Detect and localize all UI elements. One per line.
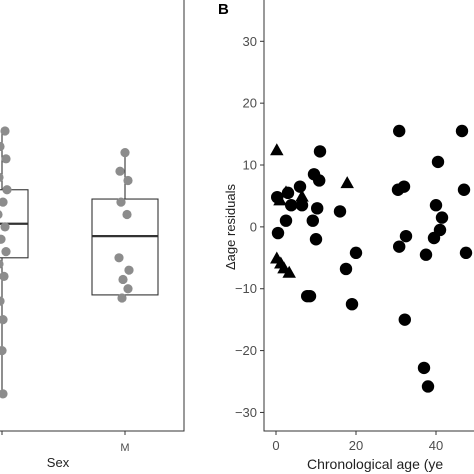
- box-point: [2, 185, 12, 195]
- panel-b-y-axis-label: Δage residuals: [223, 183, 238, 270]
- box-point: [115, 166, 125, 176]
- box-point: [0, 389, 8, 399]
- y-tick-label: 20: [243, 96, 257, 111]
- scatter-point-circle: [303, 289, 317, 303]
- box-point: [0, 315, 8, 325]
- box-point: [0, 222, 10, 232]
- panel-b-x-axis-label: Chronological age (ye: [307, 456, 443, 472]
- x-tick-label: 20: [349, 438, 363, 453]
- panel-a-boxes: [0, 127, 159, 394]
- box-point: [123, 284, 133, 294]
- panel-a-frame: [0, 0, 185, 432]
- box-point: [0, 210, 3, 219]
- scatter-point-triangle: [270, 143, 284, 156]
- scatter-point-triangle: [279, 185, 293, 198]
- scatter-point-circle: [279, 214, 293, 227]
- panel-b-letter: B: [218, 1, 229, 18]
- box-point: [0, 345, 7, 356]
- box-point: [0, 126, 10, 136]
- y-tick-label: 10: [243, 158, 257, 173]
- box-point: [0, 197, 8, 207]
- scatter-point-circle: [313, 145, 327, 158]
- scatter-point-circle: [417, 361, 431, 375]
- scatter-point-triangle: [295, 189, 309, 202]
- y-tick-label: 30: [243, 34, 257, 49]
- box-point: [1, 154, 11, 164]
- scatter-point-circle: [313, 174, 326, 187]
- panel-b-points: [270, 124, 473, 393]
- scatter-point-circle: [399, 229, 413, 243]
- x-tick-label: 40: [429, 438, 443, 453]
- scatter-point-circle: [271, 226, 285, 240]
- box-point: [114, 253, 124, 263]
- scatter-point-circle: [293, 180, 307, 193]
- box-point: [116, 197, 126, 207]
- x-tick-label: M: [120, 442, 129, 454]
- panel-b-y-ticks: −30 −20 −10 0 10 20 30: [235, 34, 264, 420]
- box-point: [120, 148, 130, 158]
- box-point: [0, 259, 4, 269]
- scatter-point-circle: [339, 262, 353, 276]
- scatter-point-circle: [431, 155, 445, 169]
- panel-a-points: [0, 126, 134, 399]
- scatter-point-circle: [457, 183, 471, 196]
- y-tick-label: −30: [235, 405, 257, 420]
- scatter-point-circle: [419, 248, 433, 261]
- box-point: [117, 293, 127, 303]
- box-point: [124, 265, 134, 275]
- box-point: [0, 296, 5, 306]
- x-tick-label: 0: [272, 438, 279, 453]
- box-point: [118, 274, 128, 285]
- scatter-point-circle: [459, 246, 473, 260]
- scatter-point-circle: [333, 205, 347, 218]
- y-tick-label: 0: [250, 219, 257, 234]
- scatter-point-circle: [429, 199, 443, 212]
- scatter-point-circle: [393, 240, 406, 253]
- y-tick-label: −10: [235, 281, 257, 296]
- scatter-point-circle: [285, 199, 298, 212]
- box-point: [122, 209, 132, 220]
- scatter-point-circle: [397, 180, 411, 193]
- box-point: [1, 247, 11, 257]
- scatter-point-circle: [349, 246, 363, 260]
- panel-b-frame: [263, 0, 474, 432]
- scatter-point-circle: [435, 211, 449, 224]
- scatter-point-circle: [455, 124, 469, 138]
- box-point: [0, 141, 5, 152]
- scatter-point-triangle: [340, 176, 354, 189]
- scatter-point-triangle: [273, 193, 287, 206]
- box-point: [0, 172, 4, 182]
- panel-b-x-ticks: 0 20 40: [272, 431, 443, 453]
- scatter-point-circle: [421, 380, 435, 393]
- panel-a-x-ticks: M: [1, 431, 130, 454]
- scatter-point-circle: [393, 124, 406, 138]
- scatter-point-circle: [306, 214, 319, 227]
- box-point: [0, 234, 6, 244]
- panel-a-boxplot: M Sex: [0, 0, 185, 470]
- scatter-point-circle: [433, 223, 447, 237]
- box-point: [123, 175, 133, 186]
- scatter-point-circle: [295, 199, 309, 212]
- scatter-point-triangle: [282, 265, 296, 278]
- scatter-point-circle: [345, 297, 359, 311]
- scatter-point-circle: [311, 202, 324, 215]
- y-tick-label: −20: [235, 343, 257, 358]
- panel-a-x-axis-label: Sex: [47, 455, 70, 470]
- scatter-point-circle: [398, 313, 411, 326]
- scatter-point-circle: [309, 233, 323, 246]
- box-point: [0, 271, 9, 281]
